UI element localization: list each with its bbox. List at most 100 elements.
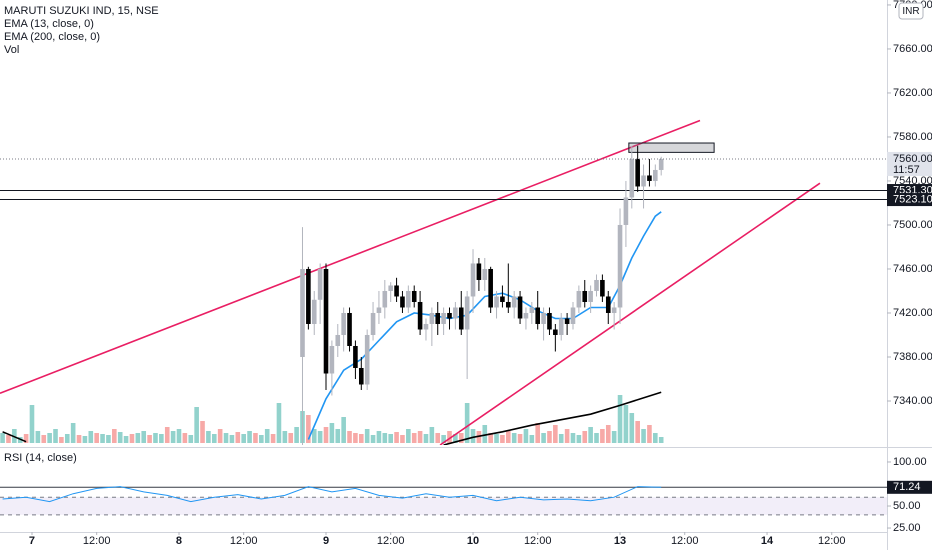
level-label-box	[887, 193, 932, 207]
candle-body	[453, 307, 458, 319]
volume-bar	[564, 429, 570, 443]
volume-bar	[535, 423, 541, 443]
candle-body	[329, 345, 335, 374]
indicator-legend[interactable]: EMA (13, close, 0)	[4, 18, 94, 30]
x-tick-label: 12:00	[230, 535, 258, 547]
volume-bar	[323, 427, 329, 443]
candle-body	[458, 307, 464, 330]
candle-body	[529, 307, 535, 313]
volume-bar	[653, 433, 658, 443]
trendline	[0, 119, 701, 395]
candle-body	[394, 285, 399, 297]
y-tick-label: 7420.00	[893, 307, 932, 319]
volume-bar	[411, 433, 417, 443]
volume-bar	[182, 433, 188, 443]
indicator-line	[2, 391, 662, 445]
y-tick-label: 7580.00	[893, 131, 932, 143]
candle-body	[311, 299, 317, 324]
candle-body	[376, 307, 382, 313]
volume-bar	[511, 433, 517, 443]
volume-bar	[400, 435, 405, 443]
symbol-title[interactable]: MARUTI SUZUKI IND, 15, NSE	[4, 5, 159, 17]
volume-bar	[364, 429, 370, 443]
volume-bar	[276, 403, 282, 443]
candle-body	[447, 312, 452, 319]
volume-bar	[547, 431, 552, 443]
volume-bar	[470, 429, 476, 443]
volume-bar	[264, 429, 270, 443]
volume-bar	[176, 429, 182, 443]
volume-bar	[241, 434, 246, 443]
volume-bar	[112, 429, 117, 443]
candle-body	[429, 312, 435, 324]
level-label: 7523.10	[893, 193, 932, 205]
volume-bar	[164, 427, 170, 443]
volume-bar	[76, 435, 82, 443]
volume-bar	[217, 429, 223, 443]
indicator-legend[interactable]: EMA (200, close, 0)	[4, 31, 100, 43]
volume-bar	[188, 435, 194, 443]
x-tick-label: 14	[761, 535, 774, 547]
volume-bar	[541, 433, 546, 443]
candle-body	[600, 279, 605, 297]
volume-bar	[406, 429, 411, 443]
volume-bar	[482, 425, 488, 443]
volume-bar	[311, 429, 317, 443]
candle-body	[576, 290, 582, 308]
candle-body	[417, 301, 423, 330]
rsi-tick-label: 100.00	[893, 456, 927, 468]
volume-bar	[194, 407, 199, 443]
volume-bar	[235, 432, 241, 443]
volume-bar	[106, 435, 111, 443]
candle-body	[658, 158, 664, 170]
rsi-legend[interactable]: RSI (14, close)	[4, 452, 77, 464]
candle-body	[517, 296, 523, 319]
volume-bar	[288, 433, 294, 443]
candle-body	[323, 268, 329, 374]
candle-body	[411, 290, 417, 302]
rsi-tick-label: 50.00	[893, 500, 921, 512]
volume-bar	[211, 434, 217, 443]
candle-body	[570, 307, 576, 324]
x-tick-label: 7	[29, 535, 35, 547]
candle-body	[506, 301, 511, 308]
volume-bar	[247, 431, 252, 443]
candle-body	[482, 268, 488, 280]
candle-body	[629, 158, 635, 198]
volume-bar	[0, 433, 5, 443]
candle-body	[435, 312, 441, 324]
candle-body	[535, 307, 541, 324]
volume-bar	[423, 434, 429, 443]
rsi-last-label: 71.24	[893, 481, 921, 493]
volume-bar	[458, 433, 464, 443]
volume-bar	[435, 433, 441, 443]
volume-bar	[600, 429, 605, 443]
volume-bar	[341, 417, 346, 443]
x-tick-label: 12:00	[818, 535, 846, 547]
volume-bar	[94, 433, 99, 443]
candle-body	[406, 290, 411, 308]
volume-bar	[229, 435, 235, 443]
volume-bar	[6, 435, 11, 443]
indicator-line	[2, 486, 662, 503]
price-pane	[0, 119, 887, 445]
volume-bar	[529, 435, 535, 443]
volume-bar	[611, 431, 617, 443]
x-tick-label: 10	[467, 535, 479, 547]
candle-body	[647, 175, 652, 181]
candle-body	[558, 318, 564, 335]
candle-body	[641, 175, 646, 187]
candle-body	[488, 268, 493, 308]
volume-bar	[447, 431, 452, 443]
rsi-last-box	[887, 480, 932, 494]
volume-legend[interactable]: Vol	[4, 44, 19, 56]
candle-body	[476, 263, 482, 280]
candle-body	[382, 290, 388, 308]
volume-bar	[170, 431, 176, 443]
candle-body	[611, 307, 617, 313]
candle-body	[617, 224, 623, 308]
currency-box[interactable]	[898, 2, 924, 20]
volume-bar	[282, 431, 288, 443]
y-tick-label: 7660.00	[893, 43, 932, 55]
volume-bar	[635, 421, 640, 443]
